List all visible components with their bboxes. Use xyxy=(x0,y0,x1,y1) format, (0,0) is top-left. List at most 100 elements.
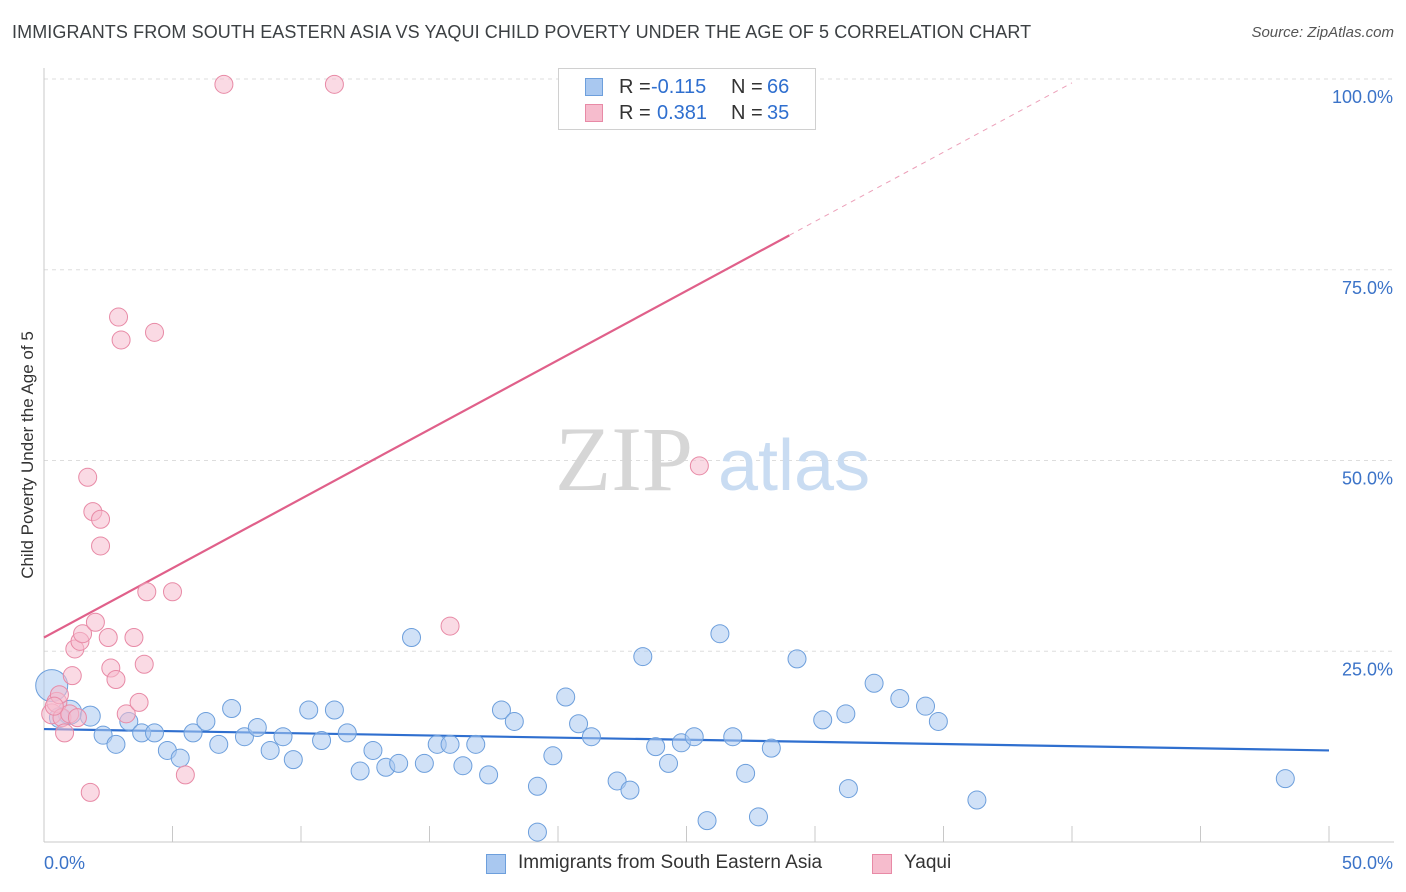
x-tick-label: 50.0% xyxy=(1342,853,1393,873)
data-point-pink xyxy=(67,708,87,728)
data-point-blue xyxy=(234,727,254,747)
data-point-blue xyxy=(864,673,884,693)
data-point-blue xyxy=(283,750,303,770)
legend-n-label: N = xyxy=(731,76,763,98)
data-point-blue xyxy=(697,811,717,831)
data-point-blue xyxy=(556,687,576,707)
trend-line-pink xyxy=(43,234,790,639)
grid-layer xyxy=(44,78,1394,652)
legend-n-value: 35 xyxy=(767,102,790,124)
data-point-blue xyxy=(527,822,547,842)
data-point-blue xyxy=(736,763,756,783)
bottom-legend-label: Immigrants from South Eastern Asia xyxy=(518,852,823,873)
data-point-pink xyxy=(440,616,460,636)
tick-label-layer: 25.0% 50.0% 75.0% 100.0% 0.0% 50.0% xyxy=(44,87,1393,873)
data-point-pink xyxy=(137,582,157,602)
legend-r-value: 0.381 xyxy=(657,102,708,124)
data-point-blue xyxy=(787,649,807,669)
bottom-legend-swatch-blue xyxy=(486,854,506,874)
data-point-pink xyxy=(106,669,126,689)
trend-line-dashed-pink xyxy=(789,82,1073,236)
data-point-blue xyxy=(813,710,833,730)
data-point-blue xyxy=(1275,769,1295,789)
data-point-blue xyxy=(633,647,653,667)
data-point-blue xyxy=(247,718,267,738)
data-point-blue xyxy=(363,740,383,760)
data-point-blue xyxy=(183,723,203,743)
data-point-blue xyxy=(620,780,640,800)
data-point-blue xyxy=(337,723,357,743)
data-point-blue xyxy=(93,725,113,745)
y-tick-label: 75.0% xyxy=(1342,278,1393,298)
data-point-pink xyxy=(85,612,105,632)
watermark: ZIP atlas xyxy=(555,408,870,510)
data-point-blue xyxy=(890,689,910,709)
data-point-blue xyxy=(402,628,422,648)
y-tick-label: 25.0% xyxy=(1342,659,1393,679)
data-point-blue xyxy=(196,711,216,731)
data-point-pink xyxy=(78,467,98,487)
data-point-blue xyxy=(273,727,293,747)
data-point-blue xyxy=(967,790,987,810)
data-point-blue xyxy=(581,727,601,747)
data-point-blue xyxy=(723,727,743,747)
legend-r-label: R = xyxy=(619,102,651,124)
data-point-blue xyxy=(324,700,344,720)
data-point-pink xyxy=(109,307,129,327)
data-point-blue xyxy=(836,704,856,724)
watermark-atlas: atlas xyxy=(718,426,870,506)
data-point-pink xyxy=(91,509,111,529)
data-point-pink xyxy=(116,704,136,724)
data-point-blue xyxy=(145,723,165,743)
data-point-blue xyxy=(543,746,563,766)
chart-source: Source: ZipAtlas.com xyxy=(1251,24,1394,41)
data-point-blue xyxy=(389,753,409,773)
legend-r-value: -0.115 xyxy=(651,76,707,98)
bottom-legend-label: Yaqui xyxy=(904,852,952,873)
data-point-blue xyxy=(761,738,781,758)
data-point-pink xyxy=(44,696,64,716)
data-point-pink xyxy=(134,654,154,674)
data-point-blue xyxy=(209,734,229,754)
data-point-pink xyxy=(145,322,165,342)
data-point-blue xyxy=(350,761,370,781)
data-point-blue xyxy=(106,734,126,754)
correlation-legend: R = -0.115 N = 66 R = 0.381 N = 35 xyxy=(558,68,816,130)
data-point-pink xyxy=(324,74,344,94)
data-point-pink xyxy=(91,536,111,556)
data-point-blue xyxy=(299,700,319,720)
data-point-blue xyxy=(607,771,627,791)
data-point-blue xyxy=(527,776,547,796)
legend-n-label: N = xyxy=(731,102,763,124)
y-tick-label: 50.0% xyxy=(1342,469,1393,489)
data-point-pink xyxy=(214,74,234,94)
legend-r-label: R = xyxy=(619,76,651,98)
data-point-blue xyxy=(659,753,679,773)
legend-swatch-blue xyxy=(585,78,603,96)
data-point-pink xyxy=(689,456,709,476)
data-point-blue xyxy=(222,698,242,718)
y-axis-title: Child Poverty Under the Age of 5 xyxy=(18,331,37,579)
data-point-pink xyxy=(80,782,100,802)
y-tick-label: 100.0% xyxy=(1332,87,1393,107)
data-point-pink xyxy=(55,723,75,743)
data-point-pink xyxy=(129,692,149,712)
data-point-pink xyxy=(62,666,82,686)
data-point-blue xyxy=(569,714,589,734)
bottom-legend-swatch-pink xyxy=(872,854,892,874)
data-point-blue xyxy=(646,737,666,757)
legend-swatch-pink xyxy=(585,104,603,122)
data-point-pink xyxy=(175,765,195,785)
data-point-pink xyxy=(98,628,118,648)
data-point-blue xyxy=(684,727,704,747)
data-point-blue xyxy=(748,807,768,827)
data-point-blue xyxy=(414,753,434,773)
data-point-blue xyxy=(916,696,936,716)
point-layer xyxy=(35,74,1295,842)
data-point-blue xyxy=(504,711,524,731)
watermark-zip: ZIP xyxy=(555,408,693,510)
data-point-blue xyxy=(170,748,190,768)
data-point-blue xyxy=(260,740,280,760)
chart-title: IMMIGRANTS FROM SOUTH EASTERN ASIA VS YA… xyxy=(12,22,1032,42)
